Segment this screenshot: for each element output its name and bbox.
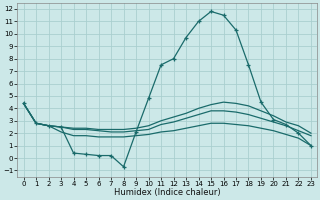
X-axis label: Humidex (Indice chaleur): Humidex (Indice chaleur) [114,188,220,197]
